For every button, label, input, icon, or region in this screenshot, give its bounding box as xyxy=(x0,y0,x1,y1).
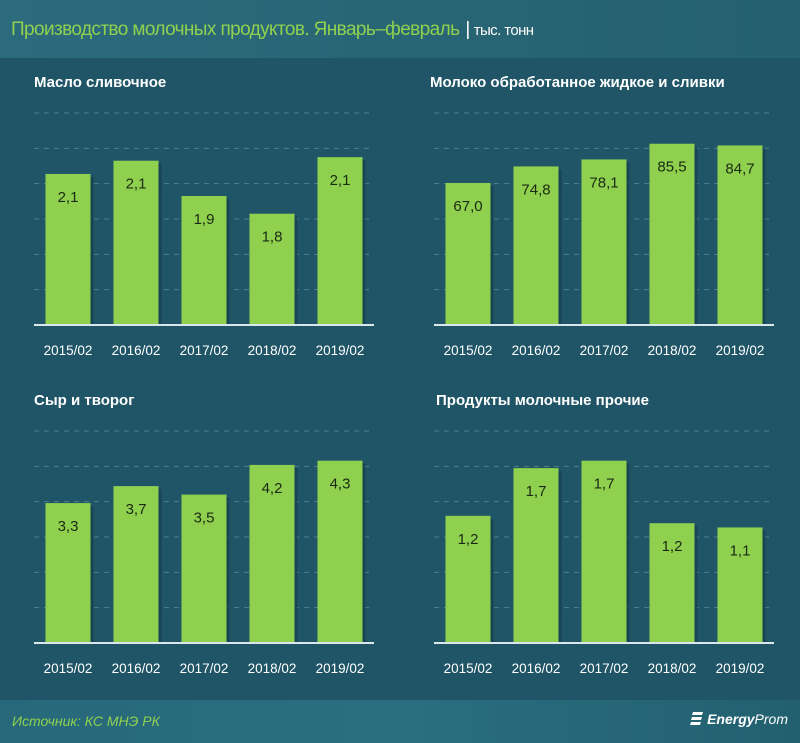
chart-svg: 3,3 2015/02 3,7 2016/02 3,5 2017/02 4,2 2018/02… xyxy=(34,430,374,676)
chart-title: Масло сливочное xyxy=(34,74,167,91)
data-label: 74,8 xyxy=(521,181,550,198)
bar xyxy=(249,464,295,643)
charts-area: Масло сливочное 2,1 2015/02 2,1 2016/02 1,9 2… xyxy=(0,58,800,695)
energyprom-logo: EnergyProm xyxy=(690,711,788,727)
x-tick-label: 2018/02 xyxy=(648,661,697,676)
bar xyxy=(581,159,627,325)
data-label: 2,1 xyxy=(126,176,147,193)
data-label: 1,8 xyxy=(262,229,283,246)
x-tick-label: 2019/02 xyxy=(316,661,365,676)
chart-svg: 2,1 2015/02 2,1 2016/02 1,9 2017/02 1,8 2018/02… xyxy=(34,112,374,358)
bar xyxy=(113,486,159,643)
header: Производство молочных продуктов. Январь–… xyxy=(0,0,800,58)
data-label: 4,2 xyxy=(262,480,283,497)
bar xyxy=(45,503,91,643)
bar xyxy=(513,166,559,325)
unit-label: тыс. тонн xyxy=(473,22,534,39)
data-label: 3,3 xyxy=(58,518,79,535)
data-label: 3,7 xyxy=(126,501,147,518)
bar xyxy=(249,213,295,325)
data-label: 4,3 xyxy=(330,476,351,493)
data-label: 2,1 xyxy=(58,189,79,206)
x-tick-label: 2015/02 xyxy=(44,661,93,676)
chart-panel-butter: Масло сливочное 2,1 2015/02 2,1 2016/02 1,9 2… xyxy=(0,58,400,376)
data-label: 2,1 xyxy=(330,172,351,189)
source-note: Источник: КС МНЭ РК xyxy=(12,713,160,729)
chart-title: Продукты молочные прочие xyxy=(436,392,649,409)
x-tick-label: 2017/02 xyxy=(180,661,229,676)
logo-text-rest: Prom xyxy=(754,711,788,727)
x-tick-label: 2015/02 xyxy=(444,661,493,676)
page-title: Производство молочных продуктов. Январь–… xyxy=(11,19,534,41)
x-tick-label: 2017/02 xyxy=(580,343,629,358)
x-tick-label: 2019/02 xyxy=(716,343,765,358)
bar xyxy=(581,460,627,643)
logo-text-bold: Energy xyxy=(707,711,755,727)
data-label: 67,0 xyxy=(453,198,482,215)
data-label: 84,7 xyxy=(725,160,754,177)
chart-title: Сыр и творог xyxy=(34,392,135,409)
x-tick-label: 2016/02 xyxy=(512,661,561,676)
x-tick-label: 2016/02 xyxy=(112,661,161,676)
x-tick-label: 2016/02 xyxy=(112,343,161,358)
x-tick-label: 2015/02 xyxy=(44,343,93,358)
footer: Источник: КС МНЭ РК EnergyProm xyxy=(0,700,800,743)
chart-panel-milk: Молоко обработанное жидкое и сливки 67,0… xyxy=(400,58,800,376)
x-tick-label: 2018/02 xyxy=(648,343,697,358)
x-tick-label: 2018/02 xyxy=(248,661,297,676)
x-tick-label: 2018/02 xyxy=(248,343,297,358)
x-tick-label: 2016/02 xyxy=(512,343,561,358)
chart-panel-cheese: Сыр и творог 3,3 2015/02 3,7 2016/02 3,5 2017… xyxy=(0,376,400,694)
data-label: 78,1 xyxy=(589,174,618,191)
bar xyxy=(649,523,695,643)
data-label: 1,9 xyxy=(194,211,215,228)
bar xyxy=(445,515,491,643)
chart-title: Молоко обработанное жидкое и сливки xyxy=(430,74,725,91)
bar xyxy=(181,196,227,325)
data-label: 1,1 xyxy=(730,542,751,559)
x-tick-label: 2019/02 xyxy=(716,661,765,676)
x-tick-label: 2015/02 xyxy=(444,343,493,358)
data-label: 1,2 xyxy=(662,538,683,555)
x-tick-label: 2019/02 xyxy=(316,343,365,358)
bar xyxy=(717,145,763,325)
title-separator: | xyxy=(465,19,470,40)
chart-svg: 67,0 2015/02 74,8 2016/02 78,1 2017/02 85,5 201… xyxy=(434,112,774,358)
bar xyxy=(113,160,159,325)
chart-svg: 1,2 2015/02 1,7 2016/02 1,7 2017/02 1,2 2018/02… xyxy=(434,430,774,676)
chart-panel-other: Продукты молочные прочие 1,2 2015/02 1,7 20… xyxy=(400,376,800,694)
bar xyxy=(181,494,227,643)
bar xyxy=(649,143,695,325)
bar xyxy=(317,157,363,325)
data-label: 3,5 xyxy=(194,510,215,527)
data-label: 1,2 xyxy=(458,531,479,548)
bar xyxy=(445,182,491,325)
bar xyxy=(513,468,559,643)
bar xyxy=(317,460,363,643)
x-tick-label: 2017/02 xyxy=(580,661,629,676)
bar xyxy=(45,173,91,325)
title-text: Производство молочных продуктов. Январь–… xyxy=(11,19,460,40)
data-label: 85,5 xyxy=(657,159,686,176)
logo-mark-icon xyxy=(690,712,704,725)
data-label: 1,7 xyxy=(526,483,547,500)
x-tick-label: 2017/02 xyxy=(180,343,229,358)
bar xyxy=(717,527,763,643)
data-label: 1,7 xyxy=(594,476,615,493)
